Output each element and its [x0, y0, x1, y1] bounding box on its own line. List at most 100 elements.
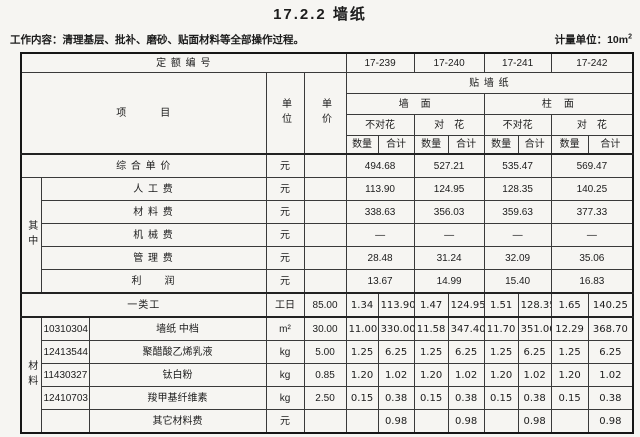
total-header-1: 合计: [377, 135, 415, 155]
row-label: 材 料 费: [40, 200, 267, 224]
quota-table: 定 额 编 号 17-239 17-240 17-241 17-242 项 目 …: [20, 52, 635, 434]
row-material-emulsion: 12413544 聚醋酸乙烯乳液 kg 5.00 1.25 6.25 1.25 …: [21, 340, 634, 364]
value-cell: 494.68: [345, 153, 415, 178]
value-cell: 569.47: [550, 153, 634, 178]
total-cell: 1.02: [517, 363, 552, 387]
group-header-wallpaper: 贴 墙 纸: [345, 72, 634, 94]
qty-cell: 11.58: [413, 316, 449, 341]
qty-cell: 1.25: [550, 340, 589, 364]
header-row-quota: 定 额 编 号 17-239 17-240 17-241 17-242: [20, 52, 634, 73]
material-code: 11430327: [40, 363, 90, 387]
quota-number-4: 17-242: [550, 52, 634, 73]
total-cell: 0.38: [447, 386, 485, 410]
qty-cell: 1.20: [413, 363, 449, 387]
value-cell: 113.90: [345, 177, 415, 201]
qty-cell: 1.25: [413, 340, 449, 364]
value-cell: 359.63: [483, 200, 552, 224]
row-label: 人 工 费: [40, 177, 267, 201]
value-cell: —: [550, 223, 634, 247]
value-cell: 15.40: [483, 269, 552, 294]
total-cell: 0.38: [587, 386, 634, 410]
value-cell: 13.67: [345, 269, 415, 294]
material-name: 墙纸 中档: [88, 316, 267, 341]
value-cell: —: [345, 223, 415, 247]
total-cell: 1.02: [377, 363, 415, 387]
material-name: 其它材料费: [88, 409, 267, 434]
qty-cell: 1.20: [345, 363, 379, 387]
total-cell: 0.38: [377, 386, 415, 410]
qty-cell: 1.20: [550, 363, 589, 387]
material-code: 10310304: [40, 316, 90, 341]
qty-cell: [413, 409, 449, 434]
row-price: 5.00: [303, 340, 347, 364]
side-label-among: 其中: [20, 177, 42, 294]
total-header-2: 合计: [447, 135, 485, 155]
qty-cell: 0.15: [550, 386, 589, 410]
total-header-4: 合计: [587, 135, 634, 155]
total-cell: 128.35: [517, 292, 552, 318]
qty-cell: 1.51: [483, 292, 519, 318]
row-profit: 利 润 元 13.67 14.99 15.40 16.83: [21, 269, 634, 294]
row-price: 2.50: [303, 386, 347, 410]
row-unit: kg: [265, 340, 305, 364]
qty-header-1: 数量: [345, 135, 379, 155]
item-column-header: 项 目: [20, 72, 267, 155]
total-cell: 113.90: [377, 292, 415, 318]
total-cell: 124.95: [447, 292, 485, 318]
row-unit: 元: [265, 246, 305, 270]
row-price: 30.00: [303, 316, 347, 341]
value-cell: 28.48: [345, 246, 415, 270]
row-material-titanium: 11430327 钛白粉 kg 0.85 1.20 1.02 1.20 1.02…: [21, 363, 634, 387]
qty-header-4: 数量: [550, 135, 589, 155]
qty-cell: 1.47: [413, 292, 449, 318]
value-cell: 128.35: [483, 177, 552, 201]
unit-column-header: 单位: [265, 72, 305, 155]
total-cell: 6.25: [517, 340, 552, 364]
row-material-cellulose: 12410703 羧甲基纤维素 kg 2.50 0.15 0.38 0.15 0…: [21, 386, 634, 410]
pattern-header-1: 不对花: [345, 114, 415, 136]
value-cell: —: [413, 223, 485, 247]
row-unit: m²: [265, 316, 305, 341]
total-cell: 6.25: [377, 340, 415, 364]
surface-header-column: 柱 面: [483, 93, 634, 115]
qty-cell: 11.00: [345, 316, 379, 341]
row-unit: 元: [265, 223, 305, 247]
qty-header-3: 数量: [483, 135, 519, 155]
row-label: 机 械 费: [40, 223, 267, 247]
qty-cell: 11.70: [483, 316, 519, 341]
total-cell: 351.00: [517, 316, 552, 341]
side-label-material: 材料: [20, 316, 42, 434]
qty-cell: 1.20: [483, 363, 519, 387]
qty-cell: [345, 409, 379, 434]
row-labor-class: 一类工 工日 85.00 1.34 113.90 1.47 124.95 1.5…: [20, 292, 634, 318]
row-price: [303, 246, 347, 270]
qty-cell: 12.29: [550, 316, 589, 341]
value-cell: 14.99: [413, 269, 485, 294]
row-label: 综 合 单 价: [20, 153, 267, 178]
row-label: 管 理 费: [40, 246, 267, 270]
material-code: 12410703: [40, 386, 90, 410]
header-row-group: 项 目 单位 单价 贴 墙 纸: [20, 72, 634, 155]
value-cell: 32.09: [483, 246, 552, 270]
row-unit: kg: [265, 363, 305, 387]
work-content-note: 工作内容：清理基层、批补、磨砂、贴面材料等全部操作过程。: [10, 34, 304, 46]
surface-header-wall: 墙 面: [345, 93, 485, 115]
total-cell: 1.02: [587, 363, 634, 387]
pattern-header-4: 对 花: [550, 114, 634, 136]
measure-unit-note: 计量单位：10m2: [554, 33, 632, 47]
qty-cell: 1.25: [345, 340, 379, 364]
price-column-header: 单价: [303, 72, 347, 155]
material-name: 聚醋酸乙烯乳液: [88, 340, 267, 364]
row-material-other: 其它材料费 元 0.98 0.98 0.98 0.98: [21, 409, 634, 434]
total-cell: 1.02: [447, 363, 485, 387]
qty-cell: 1.65: [550, 292, 589, 318]
total-cell: 6.25: [447, 340, 485, 364]
row-price: 85.00: [303, 292, 347, 318]
row-price: [303, 153, 347, 178]
row-price: [303, 177, 347, 201]
header-row-surface: 墙 面 柱 面: [21, 93, 634, 115]
value-cell: —: [483, 223, 552, 247]
material-code: [40, 409, 90, 434]
value-cell: 527.21: [413, 153, 485, 178]
value-cell: 356.03: [413, 200, 485, 224]
